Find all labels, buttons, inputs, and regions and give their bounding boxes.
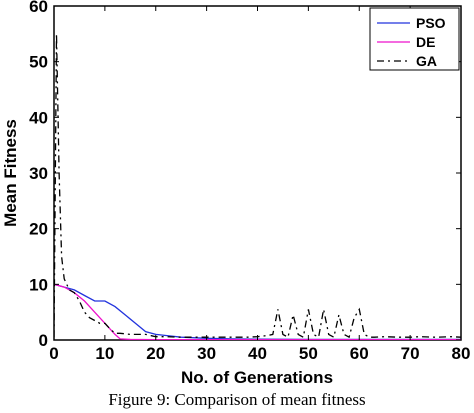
- legend: PSO DE GA: [369, 7, 460, 71]
- x-tick-label: 0: [49, 344, 58, 363]
- x-axis-title: No. of Generations: [181, 368, 333, 387]
- x-tick-label: 10: [95, 344, 114, 363]
- y-tick-label: 10: [29, 275, 48, 294]
- legend-label-de: DE: [416, 34, 435, 50]
- x-tick-label: 40: [248, 344, 267, 363]
- mean-fitness-chart: 0 10 20 30 40 50 60 70 80 0 10 20 30 40 50 60 No. of Ge…: [1, 0, 470, 387]
- figure-caption: Figure 9: Comparison of mean fitness: [108, 390, 366, 409]
- tick-layer: 0 10 20 30 40 50 60 70 80 0 10 20 30 40 50 60: [29, 0, 470, 363]
- y-tick-label: 50: [29, 53, 48, 72]
- y-tick-label: 60: [29, 0, 48, 16]
- y-tick-label: 20: [29, 220, 48, 239]
- y-tick-label: 0: [39, 331, 48, 350]
- x-tick-label: 60: [350, 344, 369, 363]
- legend-label-pso: PSO: [416, 15, 446, 31]
- legend-label-ga: GA: [416, 53, 437, 69]
- x-tick-label: 30: [197, 344, 216, 363]
- x-tick-label: 80: [452, 344, 471, 363]
- x-tick-label: 20: [146, 344, 165, 363]
- x-tick-label: 70: [401, 344, 420, 363]
- series-line-de: [54, 283, 461, 340]
- y-tick-label: 40: [29, 108, 48, 127]
- series-layer: [54, 33, 461, 340]
- x-tick-label: 50: [299, 344, 318, 363]
- y-axis-title: Mean Fitness: [1, 119, 20, 227]
- y-tick-label: 30: [29, 164, 48, 183]
- legend-box: [369, 7, 460, 71]
